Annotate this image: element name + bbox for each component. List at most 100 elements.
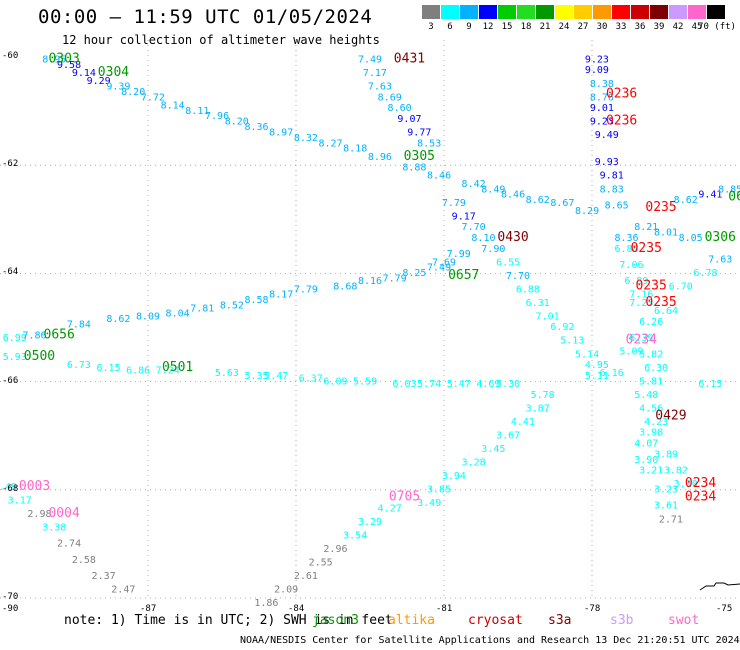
swh-value: 6.26	[639, 317, 663, 328]
scale-label: 12	[482, 22, 494, 32]
swh-value: 8.38	[590, 79, 614, 90]
swh-value: 7.06	[619, 260, 643, 271]
scale-swatch	[422, 5, 440, 19]
swh-value: 6.37	[299, 374, 323, 385]
scale-swatch	[688, 5, 706, 19]
swh-value: 8.36	[614, 233, 638, 244]
scale-label: 27	[577, 22, 589, 32]
swh-value: 9.39	[106, 81, 130, 92]
swh-value: 9.49	[595, 130, 619, 141]
scale-swatch	[498, 5, 516, 19]
swh-value: 3.23	[654, 485, 678, 496]
swh-value: 7.79	[442, 198, 466, 209]
swh-value: 9.23	[585, 54, 609, 65]
swh-value: 1.86	[254, 598, 278, 609]
antarctic-coastline	[699, 582, 740, 591]
swh-value: 9.58	[57, 60, 81, 71]
scale-swatch	[555, 5, 573, 19]
pass-time-label: 0705	[389, 490, 420, 505]
swh-value: 7.63	[368, 81, 392, 92]
swh-value: 5.13	[560, 336, 584, 347]
swh-value: 8.20	[225, 117, 249, 128]
lon-label: -84	[288, 604, 305, 614]
swh-value: 7.90	[481, 244, 505, 255]
swh-value: 7.69	[432, 257, 456, 268]
swh-value: 8.17	[269, 290, 293, 301]
swh-value: 4.56	[639, 403, 663, 414]
legend-s3b: s3b	[610, 613, 634, 628]
lat-label: -68	[2, 483, 19, 494]
swh-value: 4.27	[378, 503, 402, 514]
swh-value: 6.86	[126, 365, 150, 376]
swh-value: 7.17	[363, 68, 387, 79]
footer-note: note: 1) Time is in UTC; 2) SWH is in fe…	[64, 613, 393, 628]
swh-value: 9.17	[452, 211, 476, 222]
scale-label: 3	[428, 22, 434, 32]
swh-value: 5.11	[585, 371, 609, 382]
scale-swatch	[593, 5, 611, 19]
scale-swatch	[612, 5, 630, 19]
scale-swatch	[441, 5, 459, 19]
scale-label: 21	[539, 22, 551, 32]
swh-value: 8.53	[417, 138, 441, 149]
swh-value: 8.46	[427, 171, 451, 182]
swh-value: 6.73	[67, 360, 91, 371]
pass-time-label: 065	[728, 189, 740, 204]
scale-swatch	[650, 5, 668, 19]
swh-value: 8.11	[185, 106, 209, 117]
swh-value: 7.01	[536, 311, 560, 322]
swh-value: 9.23	[590, 117, 614, 128]
swh-value: 5.59	[353, 376, 377, 387]
swh-value: 6.55	[496, 257, 520, 268]
lon-label: -87	[140, 604, 157, 614]
lat-label: -62	[2, 159, 19, 170]
swh-value: 3.17	[8, 495, 32, 506]
swh-value: 3.87	[526, 403, 550, 414]
swh-value: 7.70	[506, 271, 530, 282]
swh-value: 8.49	[481, 184, 505, 195]
swh-value: 8.21	[634, 222, 658, 233]
swh-value: 7.63	[708, 255, 732, 266]
swh-value: 8.36	[244, 122, 268, 133]
swh-value: 7.24	[156, 365, 180, 376]
pass-time-label: 0234	[685, 490, 716, 505]
swh-value: 8.27	[318, 138, 342, 149]
scale-label: 6	[447, 22, 453, 32]
swh-value: 3.45	[481, 444, 505, 455]
swh-value: 3.38	[42, 522, 66, 533]
pass-time-label: 0003	[19, 479, 50, 494]
swh-value: 8.62	[674, 195, 698, 206]
swh-value: 7.96	[205, 111, 229, 122]
swh-value: 3.90	[634, 455, 658, 466]
swh-value: 2.98	[27, 509, 51, 520]
swh-value: 8.62	[106, 314, 130, 325]
scale-label: 45	[691, 22, 703, 32]
swh-value: 5.48	[634, 390, 658, 401]
scale-label: 70 (ft)	[698, 22, 736, 32]
swh-value: 6.99	[3, 333, 27, 344]
pass-time-label: 0304	[98, 65, 129, 80]
swh-value: 6.88	[614, 244, 638, 255]
swh-value: 8.14	[161, 100, 185, 111]
swh-value: 6.88	[516, 284, 540, 295]
swh-value: 3.29	[358, 517, 382, 528]
swh-value: 7.79	[294, 284, 318, 295]
swh-value: 5.81	[639, 376, 663, 387]
pass-time-label: 0429	[655, 408, 686, 423]
swh-value: 4.41	[511, 417, 535, 428]
swh-value: 7.49	[427, 263, 451, 274]
swh-value: 3.67	[496, 430, 520, 441]
swh-value: 7.99	[447, 249, 471, 260]
pass-time-label: 0235	[645, 200, 676, 215]
swh-observations: 8.959.589.149.299.398.207.728.14 8.117.96…	[0, 51, 740, 609]
pass-time-label: 0234	[626, 333, 657, 348]
swh-value: 8.83	[600, 184, 624, 195]
swh-value: 6.15	[96, 363, 120, 374]
swh-value: 3.94	[442, 471, 466, 482]
pass-time-label: 0306	[705, 230, 736, 245]
swh-value: 8.88	[402, 163, 426, 174]
swh-value: 7.72	[141, 92, 165, 103]
scale-label: 33	[615, 22, 627, 32]
swh-value: 9.77	[407, 127, 431, 138]
